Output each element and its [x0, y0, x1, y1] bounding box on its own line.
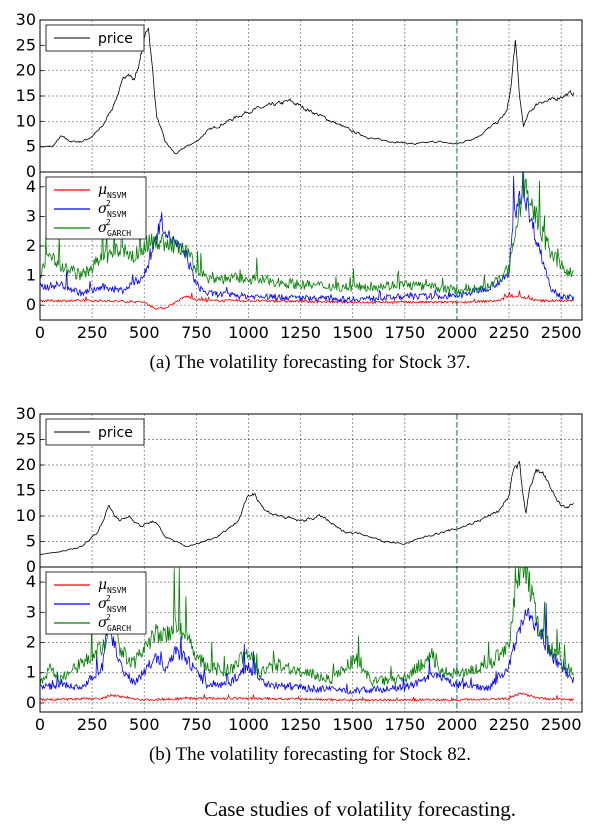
x-tick-label: 2500 — [541, 715, 582, 734]
y-tick-label: 30 — [16, 404, 36, 423]
x-tick-label: 500 — [129, 323, 160, 342]
chart-a-top-legend: price — [45, 24, 145, 52]
x-tick-label: 2500 — [541, 323, 582, 342]
legend-label: μ — [98, 577, 107, 593]
x-tick-label: 2000 — [437, 323, 478, 342]
x-tick-label: 0 — [35, 715, 45, 734]
x-tick-label: 750 — [181, 323, 212, 342]
legend-sub: GARCH — [107, 229, 131, 238]
legend-sup: 2 — [106, 218, 111, 227]
x-tick-label: 1250 — [280, 715, 321, 734]
y-tick-label: 1 — [26, 663, 36, 682]
legend-box — [45, 176, 147, 240]
y-tick-label: 4 — [26, 177, 36, 196]
y-tick-label: 15 — [16, 86, 36, 105]
x-tick-label: 2250 — [489, 715, 530, 734]
figure-caption: Case studies of volatility forecasting. — [204, 797, 516, 821]
x-tick-label: 1000 — [228, 715, 269, 734]
legend-box — [45, 571, 147, 635]
chart-b-top-series-price — [39, 460, 574, 555]
chart-b-bottom-frame — [39, 566, 583, 713]
legend-label: σ — [98, 220, 108, 236]
chart-b-bottom-series-sigma-garch — [39, 566, 575, 688]
y-tick-label: 10 — [16, 506, 36, 525]
y-tick-label: 20 — [16, 455, 36, 474]
y-tick-label: 30 — [16, 10, 36, 29]
legend-sub: GARCH — [107, 624, 131, 633]
x-tick-label: 2250 — [489, 323, 530, 342]
legend-label: σ — [98, 201, 108, 217]
y-tick-label: 5 — [26, 137, 36, 156]
chart-a-bottom-series-sigma-garch — [39, 171, 574, 295]
x-tick-label: 1750 — [384, 323, 425, 342]
y-tick-label: 10 — [16, 111, 36, 130]
x-tick-label: 1750 — [384, 715, 425, 734]
legend-label-price: price — [98, 425, 133, 441]
y-tick-label: 25 — [16, 430, 36, 449]
legend-sub: NSVM — [107, 191, 126, 200]
legend-label: μ — [98, 182, 107, 198]
legend-sup: 2 — [106, 199, 111, 208]
y-tick-label: 3 — [26, 206, 36, 225]
x-tick-label: 0 — [35, 323, 45, 342]
legend-label: σ — [98, 615, 108, 631]
chart-a-bottom-series-mu-nsvm — [39, 290, 574, 311]
y-tick-label: 2 — [26, 236, 36, 255]
y-tick-label: 0 — [26, 557, 36, 576]
legend-label: σ — [98, 596, 108, 612]
legend-sub: NSVM — [107, 586, 126, 595]
chart-b-top-legend: price — [45, 418, 145, 446]
y-tick-label: 15 — [16, 481, 36, 500]
x-tick-label: 250 — [77, 715, 108, 734]
legend-sup: 2 — [106, 613, 111, 622]
chart-b-bottom-series-sigma-nsvm — [39, 602, 575, 695]
y-tick-label: 25 — [16, 35, 36, 54]
x-tick-label: 1250 — [280, 323, 321, 342]
x-tick-label: 1500 — [332, 715, 373, 734]
caption-b: (b) The volatility forecasting for Stock… — [149, 744, 471, 765]
y-tick-label: 5 — [26, 532, 36, 551]
y-tick-label: 0 — [26, 295, 36, 314]
y-tick-label: 20 — [16, 61, 36, 80]
legend-sub: NSVM — [107, 210, 126, 219]
legend-sub: NSVM — [107, 605, 126, 614]
y-tick-label: 0 — [26, 162, 36, 181]
caption-a: (a) The volatility forecasting for Stock… — [150, 352, 471, 373]
y-tick-label: 3 — [26, 602, 36, 621]
y-tick-label: 1 — [26, 266, 36, 285]
chart-a-bottom-series-sigma-nsvm — [39, 171, 575, 304]
legend-label-price: price — [98, 31, 133, 47]
chart-a-top-series-price — [39, 27, 575, 155]
legend-sup: 2 — [106, 594, 111, 603]
y-tick-label: 0 — [26, 693, 36, 712]
x-tick-label: 1500 — [332, 323, 373, 342]
x-tick-label: 500 — [129, 715, 160, 734]
y-tick-label: 2 — [26, 633, 36, 652]
x-tick-label: 750 — [181, 715, 212, 734]
x-tick-label: 250 — [77, 323, 108, 342]
y-tick-label: 4 — [26, 572, 36, 591]
chart-b-bottom-series-mu-nsvm — [39, 692, 574, 703]
x-tick-label: 2000 — [437, 715, 478, 734]
x-tick-label: 1000 — [228, 323, 269, 342]
